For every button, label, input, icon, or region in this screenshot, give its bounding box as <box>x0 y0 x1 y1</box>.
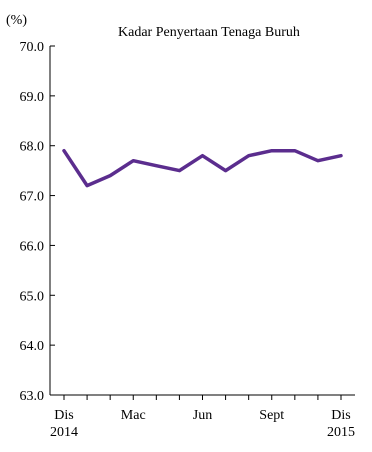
y-tick-label: 69.0 <box>20 90 45 105</box>
y-tick-label: 67.0 <box>20 190 45 205</box>
data-point <box>224 169 227 172</box>
data-point <box>62 149 66 152</box>
series-group <box>62 148 343 188</box>
axes <box>49 46 355 396</box>
data-point <box>201 154 204 157</box>
y-tick-label: 68.0 <box>20 140 45 155</box>
y-tick-label: 66.0 <box>20 239 45 254</box>
x-tick-label: Dis <box>54 408 73 423</box>
data-point <box>270 149 273 152</box>
x-axis-ticks: Dis 2014 Mac Jun Sept Dis 2015 <box>50 395 355 440</box>
data-point <box>85 184 89 187</box>
data-point <box>247 154 250 157</box>
x-tick-label: 2014 <box>50 425 78 440</box>
data-point <box>316 159 320 162</box>
x-tick-label: Jun <box>193 408 212 423</box>
y-tick-label: 70.0 <box>20 40 45 55</box>
data-point <box>155 164 158 167</box>
x-tick-label: Mac <box>121 408 146 423</box>
chart-title: Kadar Penyertaan Tenaga Buruh <box>118 25 300 40</box>
y-tick-label: 64.0 <box>20 339 45 354</box>
x-tick-label: 2015 <box>327 425 355 440</box>
data-point <box>293 149 297 152</box>
data-point <box>339 154 343 157</box>
data-point <box>132 159 135 162</box>
y-unit-label: (%) <box>6 13 27 28</box>
y-tick-label: 63.0 <box>20 389 45 404</box>
y-tick-label: 65.0 <box>20 289 45 304</box>
data-point <box>108 174 112 177</box>
x-tick-label: Sept <box>259 408 284 423</box>
y-axis-ticks: 63.0 64.0 65.0 66.0 67.0 68.0 69.0 70.0 <box>20 40 55 404</box>
data-point <box>178 169 181 172</box>
x-tick-label: Dis <box>331 408 350 423</box>
